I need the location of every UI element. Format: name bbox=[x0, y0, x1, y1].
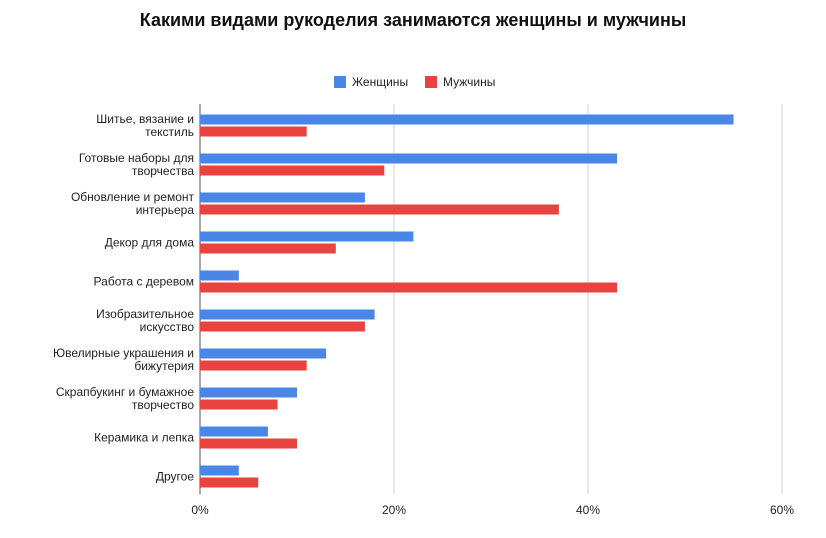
category-label: Работа с деревом bbox=[94, 275, 194, 289]
bar-women bbox=[200, 387, 297, 398]
legend-swatch-men bbox=[425, 76, 437, 88]
bar-women bbox=[200, 192, 365, 203]
bar-men bbox=[200, 243, 336, 254]
category-label: Ювелирные украшения и бижутерия bbox=[53, 346, 194, 373]
x-tick-label: 60% bbox=[770, 503, 794, 517]
bar-men bbox=[200, 321, 365, 332]
category-label: Обновление и ремонт интерьера bbox=[71, 190, 195, 217]
bar-women bbox=[200, 270, 239, 281]
category-label: Керамика и лепка bbox=[94, 431, 194, 445]
bar-men bbox=[200, 360, 307, 371]
category-label: Другое bbox=[156, 470, 194, 484]
bar-men bbox=[200, 126, 307, 137]
bar-women bbox=[200, 231, 414, 242]
legend-label-women: Женщины bbox=[352, 75, 408, 89]
bar-women bbox=[200, 114, 734, 125]
category-label: Готовые наборы для творчества bbox=[79, 151, 194, 178]
bars bbox=[200, 114, 734, 488]
bar-women bbox=[200, 309, 375, 320]
category-label: Скрапбукинг и бумажное творчество bbox=[56, 385, 194, 412]
category-label: Декор для дома bbox=[105, 236, 195, 250]
legend-label-men: Мужчины bbox=[443, 75, 495, 89]
x-tick-label: 20% bbox=[382, 503, 406, 517]
x-axis-ticks: 0% 20% 40% 60% bbox=[191, 503, 794, 517]
category-labels: Шитье, вязание и текстиль Готовые наборы д… bbox=[53, 112, 195, 484]
bar-women bbox=[200, 426, 268, 437]
bar-men bbox=[200, 438, 297, 449]
legend: Женщины Мужчины bbox=[334, 75, 495, 89]
chart-title: Какими видами рукоделия занимаются женщи… bbox=[139, 10, 687, 30]
x-tick-label: 0% bbox=[191, 503, 209, 517]
bar-men bbox=[200, 282, 618, 293]
category-label: Шитье, вязание и текстиль bbox=[96, 112, 194, 139]
bar-women bbox=[200, 348, 327, 359]
x-tick-label: 40% bbox=[576, 503, 600, 517]
bar-women bbox=[200, 153, 618, 164]
bar-men bbox=[200, 204, 559, 215]
bar-men bbox=[200, 165, 385, 176]
legend-swatch-women bbox=[334, 76, 346, 88]
bar-men bbox=[200, 399, 278, 410]
bar-women bbox=[200, 465, 239, 476]
bar-men bbox=[200, 477, 259, 488]
category-label: Изобразительное искусство bbox=[96, 307, 194, 334]
